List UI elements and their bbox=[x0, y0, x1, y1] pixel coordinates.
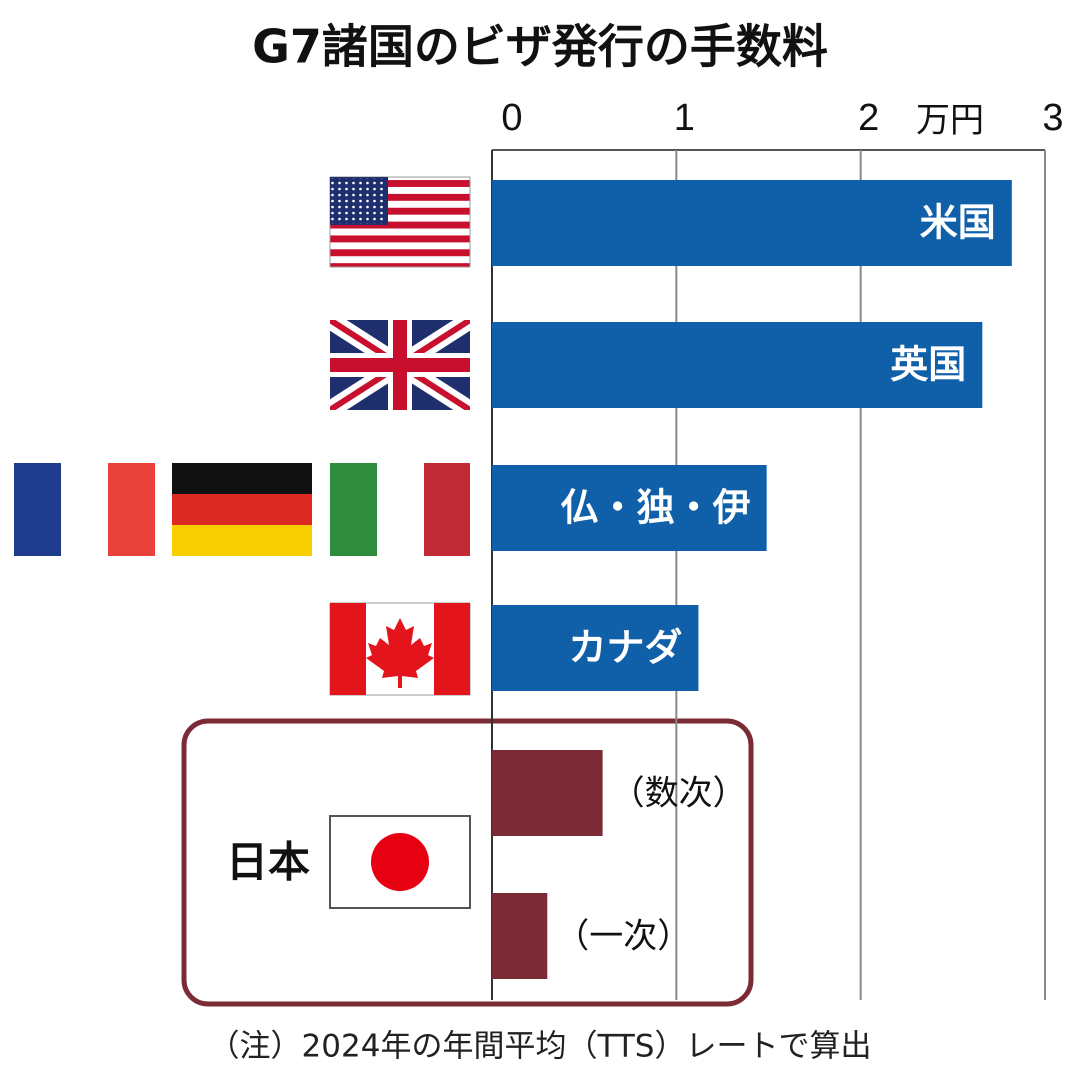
note: （注）2024年の年間平均（TTS）レートで算出 bbox=[209, 1029, 872, 1065]
x-tick-label: 3 bbox=[1042, 97, 1063, 139]
bar-label: 米国 bbox=[920, 201, 996, 245]
unit-label: 万円 bbox=[916, 101, 984, 141]
bar-label: カナダ bbox=[568, 626, 682, 670]
bar-label: （一次） bbox=[555, 917, 691, 957]
japan-box bbox=[181, 718, 754, 1007]
x-tick-label: 1 bbox=[674, 97, 695, 139]
flag-uk bbox=[330, 320, 470, 410]
flag-ca bbox=[329, 602, 471, 696]
flag-fr bbox=[14, 463, 155, 556]
flags bbox=[14, 176, 471, 909]
x-tick-label: 2 bbox=[858, 97, 879, 139]
bar-label: （数次） bbox=[611, 774, 747, 814]
flag-de bbox=[172, 463, 312, 556]
bar bbox=[492, 605, 699, 691]
x-tick-label: 0 bbox=[501, 97, 522, 139]
bar-label: 英国 bbox=[890, 343, 966, 387]
bar bbox=[492, 322, 983, 408]
flag-us bbox=[329, 176, 471, 268]
flag-jp bbox=[329, 815, 471, 909]
bar bbox=[492, 750, 603, 836]
group-label: 日本 bbox=[226, 838, 310, 887]
bar bbox=[492, 465, 767, 551]
bar-label: 仏・独・伊 bbox=[561, 486, 751, 530]
chart-title: G7諸国のビザ発行の手数料 bbox=[252, 20, 828, 74]
bar bbox=[492, 180, 1012, 266]
flag-it bbox=[330, 463, 470, 556]
bar bbox=[492, 893, 548, 979]
